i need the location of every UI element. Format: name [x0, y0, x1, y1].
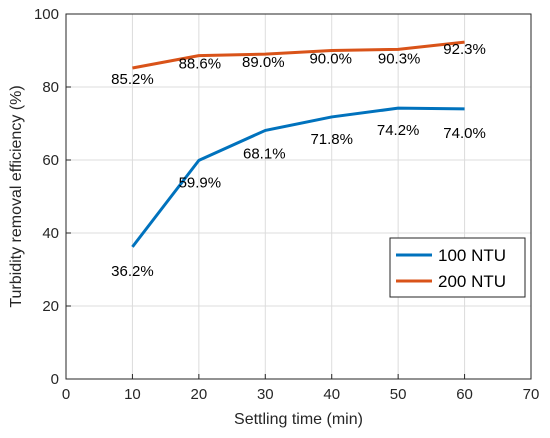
legend-label: 100 NTU	[438, 246, 506, 265]
data-label: 74.0%	[443, 125, 486, 142]
data-label: 85.2%	[111, 71, 154, 88]
data-label: 92.3%	[443, 41, 486, 58]
x-tick-label: 40	[323, 386, 340, 403]
x-axis-label: Settling time (min)	[234, 411, 363, 428]
data-label: 71.8%	[310, 131, 353, 148]
legend-box	[389, 237, 526, 298]
data-label: 90.0%	[309, 51, 352, 68]
data-label: 88.6%	[179, 56, 222, 73]
data-label: 90.3%	[378, 50, 421, 67]
x-tick-label: 70	[523, 386, 540, 403]
x-tick-label: 0	[62, 386, 70, 403]
data-label: 59.9%	[179, 174, 222, 191]
y-axis-label: Turbidity removal efficiency (%)	[8, 85, 25, 307]
data-label: 68.1%	[243, 145, 286, 162]
x-tick-label: 10	[124, 386, 141, 403]
x-tick-label: 50	[390, 386, 407, 403]
plot-frame	[65, 13, 532, 380]
y-tick-label: 40	[42, 225, 59, 242]
legend: 100 NTU 200 NTU	[389, 237, 526, 298]
y-tick-label: 60	[42, 152, 59, 169]
plot-area	[66, 14, 531, 379]
x-tick-label: 20	[191, 386, 208, 403]
axis-ticks: 0 10 20 30 40 50 60 70 0 20 40 60 80 100	[34, 6, 539, 403]
legend-label: 200 NTU	[438, 272, 506, 291]
series-line	[131, 106, 465, 248]
x-tick-label: 60	[456, 386, 473, 403]
data-labels: 36.2% 59.9% 68.1% 71.8% 74.2% 74.0% 85.2% 88.6%…	[111, 41, 486, 280]
data-label: 89.0%	[242, 54, 285, 71]
y-tick-label: 20	[42, 298, 59, 315]
y-tick-label: 100	[34, 6, 59, 23]
x-tick-label: 30	[257, 386, 274, 403]
y-tick-label: 80	[42, 79, 59, 96]
series-line	[132, 40, 465, 70]
y-tick-label: 0	[51, 371, 59, 388]
series-lines	[131, 40, 465, 248]
data-label: 74.2%	[377, 122, 420, 139]
data-label: 36.2%	[111, 263, 154, 280]
